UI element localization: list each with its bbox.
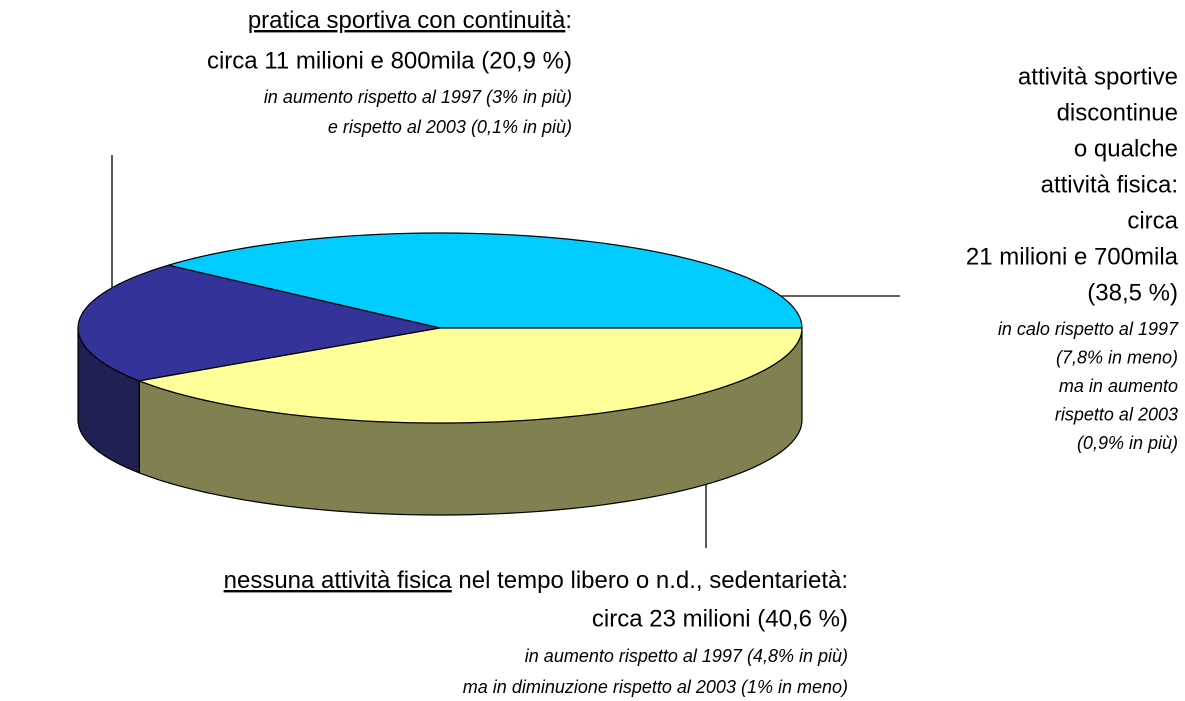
annotation-heading: pratica sportiva con continuità: bbox=[248, 7, 572, 34]
annotation-note: (7,8% in meno) bbox=[1056, 347, 1178, 367]
annotation-line: circa bbox=[1127, 207, 1178, 234]
annotation-line: circa 23 milioni (40,6 %) bbox=[592, 605, 848, 632]
annotation-heading-underlined: nessuna attività fisica bbox=[224, 567, 453, 594]
annotation-line: (38,5 %) bbox=[1087, 279, 1178, 306]
annotation-note: (0,9% in più) bbox=[1077, 433, 1178, 453]
annotation-line: discontinue bbox=[1057, 99, 1178, 126]
pie-slice bbox=[138, 327, 803, 424]
annotation-line: o qualche bbox=[1074, 135, 1178, 162]
annotation-note: in calo rispetto al 1997 bbox=[998, 319, 1179, 339]
annotation-heading-rest: : bbox=[565, 7, 572, 34]
pie-slice bbox=[167, 232, 803, 329]
annotation-note: ma in diminuzione rispetto al 2003 (1% i… bbox=[463, 677, 848, 697]
annotation-note: in aumento rispetto al 1997 (4,8% in più… bbox=[525, 646, 848, 666]
annotation-note: in aumento rispetto al 1997 (3% in più) bbox=[264, 87, 572, 107]
annotation-heading-rest: nel tempo libero o n.d., sedentarietà: bbox=[452, 567, 848, 594]
annotation-note: e rispetto al 2003 (0,1% in più) bbox=[328, 117, 572, 137]
annotation-line: 21 milioni e 700mila bbox=[966, 243, 1179, 270]
pie-slice bbox=[77, 264, 441, 382]
annotation-heading-underlined: pratica sportiva con continuità bbox=[248, 7, 566, 34]
annotation-line: attività sportive bbox=[1018, 63, 1178, 90]
annotation-note: rispetto al 2003 bbox=[1055, 404, 1178, 424]
annotation-line: attività fisica: bbox=[1041, 171, 1178, 198]
annotation-line: circa 11 milioni e 800mila (20,9 %) bbox=[207, 47, 572, 74]
annotation-note: ma in aumento bbox=[1059, 376, 1178, 396]
annotation-heading: nessuna attività fisica nel tempo libero… bbox=[224, 567, 848, 594]
